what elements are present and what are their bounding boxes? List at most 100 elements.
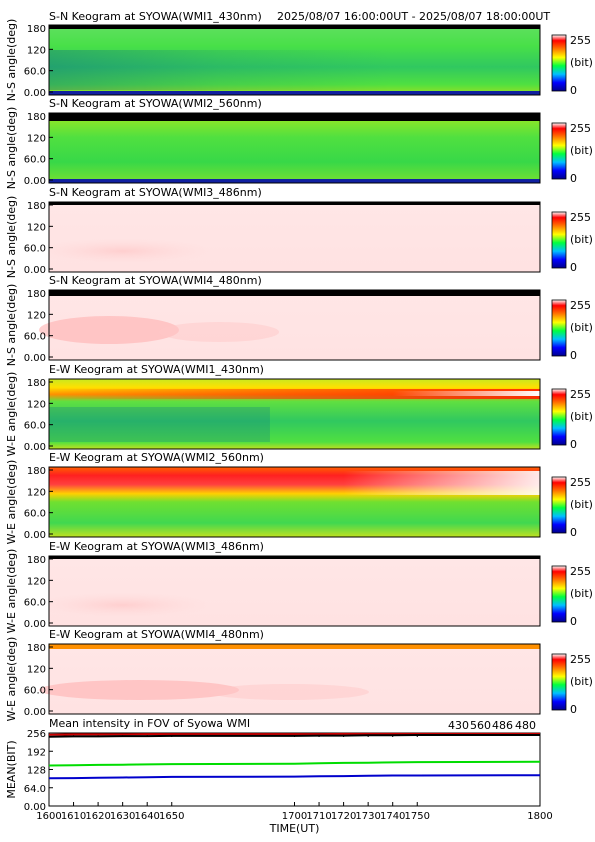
panel-frame [48,24,541,96]
colorbar [551,565,567,623]
y-tick-label: 180 [27,289,46,300]
colorbar-unit-label: (bit) [570,233,593,246]
heatmap-band [49,391,540,396]
colorbar-min-label: 0 [570,261,577,274]
heatmap-bottom-band [49,179,540,183]
y-tick-label: 180 [27,24,46,35]
panel-frame [48,289,541,361]
colorbar-max-label: 255 [570,34,591,47]
y-tick-label: 256 [27,729,46,740]
y-axis-label: N-S angle(deg) [5,284,18,367]
colorbar [551,476,567,534]
y-tick-label: 0.00 [24,176,46,187]
y-tick-label: 0.00 [24,530,46,541]
keogram-panel-8: E-W Keogram at SYOWA(WMI4_480nm)180 120 60… [5,628,593,721]
x-tick-label: 1640 [134,811,159,822]
series-line-560 [48,760,541,767]
y-axis-label: W-E angle(deg) [5,637,18,722]
colorbar [551,299,567,357]
y-tick-label: 64.0 [24,784,46,795]
heatmap-top-band [49,25,540,29]
colorbar-unit-label: (bit) [570,410,593,423]
y-tick-label: 0.00 [24,619,46,630]
y-tick-label: 0.00 [24,353,46,364]
colorbar-max-label: 255 [570,388,591,401]
x-tick-label: 1600 [36,811,61,822]
x-tick-label: 1630 [110,811,135,822]
colorbar-unit-label: (bit) [570,321,593,334]
time-range-header: 2025/08/07 16:00:00UT - 2025/08/07 18:00… [277,10,550,23]
y-axis-label: N-S angle(deg) [5,19,18,102]
keogram-panels: S-N Keogram at SYOWA(WMI1_430nm)18012060… [5,10,593,721]
y-axis-label: W-E angle(deg) [5,549,18,634]
mean-intensity-plot: Mean intensity in FOV of Syowa WMI 430 560… [5,717,553,835]
keogram-panel-7: E-W Keogram at SYOWA(WMI3_486nm)180 120 60… [5,540,593,633]
heatmap-spot [49,202,540,272]
heatmap-shade [49,407,270,442]
heatmap-top-band [49,556,540,559]
y-tick-label: 180 [27,112,46,123]
colorbar-unit-label: (bit) [570,144,593,157]
colorbar-min-label: 0 [570,703,577,716]
y-axis-label: W-E angle(deg) [5,372,18,457]
y-tick-label: 180 [27,378,46,389]
panel-title: E-W Keogram at SYOWA(WMI2_560nm) [49,451,264,464]
x-tick-label: 1610 [61,811,86,822]
heatmap-spot [209,684,369,700]
y-axis-label: N-S angle(deg) [5,196,18,279]
x-tick-label: 1710 [306,811,331,822]
panel-title: S-N Keogram at SYOWA(WMI2_560nm) [49,97,262,110]
keogram-panel-3: S-N Keogram at SYOWA(WMI3_486nm)180 120 60… [5,186,593,278]
heatmap-image [49,113,540,183]
y-tick-label: 0.00 [24,88,46,99]
colorbar-unit-label: (bit) [570,498,593,511]
x-tick-label: 1700 [282,811,307,822]
y-tick-label: 180 [27,643,46,654]
panel-title: S-N Keogram at SYOWA(WMI1_430nm) [49,10,262,23]
y-tick-label: 120 [27,487,46,498]
colorbar-min-label: 0 [570,349,577,362]
y-tick-label: 60.0 [24,509,46,520]
heatmap-image [49,644,540,714]
y-tick-label: 120 [27,222,46,233]
colorbar-max-label: 255 [570,565,591,578]
series-line-480 [48,734,540,738]
line-plot-frame [48,732,541,807]
x-axis-label: TIME(UT) [269,822,320,835]
y-tick-label: 128 [27,766,46,777]
series-line-430 [48,774,541,780]
y-tick-label: 0.00 [24,265,46,276]
y-tick-label: 0.00 [24,442,46,453]
colorbar [551,122,567,180]
heatmap-spot [159,322,279,342]
heatmap-spot [39,680,239,700]
panel-frame [48,466,541,538]
colorbar-min-label: 0 [570,438,577,451]
colorbar-min-label: 0 [570,615,577,628]
legend-entry-560: 560 [470,719,491,732]
y-tick-label: 60.0 [24,155,46,166]
legend-entry-486: 486 [492,719,513,732]
y-tick-label: 120 [27,45,46,56]
y-tick-label: 120 [27,399,46,410]
colorbar-unit-label: (bit) [570,587,593,600]
heatmap-spot [39,316,179,344]
y-tick-label: 180 [27,555,46,566]
heatmap-top-band [49,202,540,205]
panel-title: S-N Keogram at SYOWA(WMI3_486nm) [49,186,262,199]
y-tick-label: 60.0 [24,332,46,343]
colorbar-max-label: 255 [570,299,591,312]
y-tick-label: 120 [27,310,46,321]
y-tick-label: 120 [27,664,46,675]
colorbar-min-label: 0 [570,84,577,97]
keogram-panel-1: S-N Keogram at SYOWA(WMI1_430nm)180 120 60… [5,10,593,101]
y-tick-label: 192 [27,747,46,758]
colorbar-max-label: 255 [570,211,591,224]
colorbar [551,388,567,446]
x-tick-label: 1800 [527,811,552,822]
colorbar [551,34,567,92]
panel-frame [48,555,541,627]
heatmap-band [49,471,540,495]
x-tick-label: 1750 [405,811,430,822]
